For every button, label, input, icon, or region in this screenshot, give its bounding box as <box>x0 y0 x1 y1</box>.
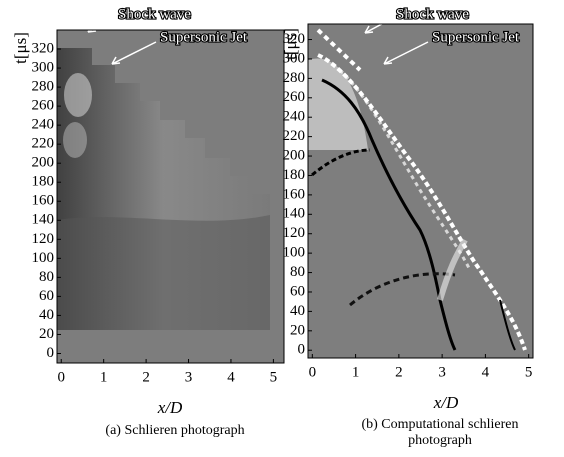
y-tick-label: 140 <box>32 212 55 228</box>
y-tick-label: 20 <box>290 322 305 338</box>
x-tick-label: 5 <box>525 364 533 380</box>
x-tick-label: 3 <box>185 369 193 385</box>
x-tick-label: 1 <box>100 369 108 385</box>
y-tick-label: 220 <box>32 136 55 152</box>
y-tick-label: 240 <box>32 117 55 133</box>
y-tick-label: 80 <box>39 269 54 285</box>
y-tick-label: 80 <box>290 264 305 280</box>
y-tick-label: 200 <box>283 147 306 163</box>
x-tick-label: 2 <box>395 364 403 380</box>
annotation: Shock wave <box>396 6 469 22</box>
plot-frame <box>307 23 534 359</box>
x-tick-label: 4 <box>227 369 235 385</box>
x-axis-label: x/D <box>157 398 183 417</box>
y-tick-label: 220 <box>283 128 306 144</box>
y-tick-label: 300 <box>283 50 306 66</box>
y-tick-label: 160 <box>32 193 55 209</box>
y-tick-label: 240 <box>283 109 306 125</box>
y-axis-label: t[μs] <box>11 32 30 64</box>
y-tick-label: 180 <box>32 174 55 190</box>
computational-image <box>308 24 533 358</box>
y-tick-label: 320 <box>283 31 306 47</box>
y-axis-label: t[μs] <box>281 28 300 60</box>
y-tick-label: 300 <box>32 59 55 75</box>
schlieren-image <box>57 30 284 363</box>
x-tick-label: 4 <box>482 364 490 380</box>
y-tick-label: 120 <box>283 225 306 241</box>
y-tick-label: 100 <box>32 250 55 266</box>
y-tick-label: 260 <box>32 98 55 114</box>
y-tick-label: 180 <box>283 167 306 183</box>
y-tick-label: 60 <box>39 288 54 304</box>
y-tick-label: 40 <box>39 307 54 323</box>
y-tick-label: 0 <box>298 342 306 358</box>
y-tick-label: 320 <box>32 40 55 56</box>
y-tick-label: 200 <box>32 155 55 171</box>
annotation: Supersonic Jet <box>160 29 248 45</box>
plot-frame <box>56 29 285 364</box>
x-tick-label: 1 <box>352 364 360 380</box>
y-tick-label: 260 <box>283 89 306 105</box>
y-tick-label: 160 <box>283 186 306 202</box>
y-tick-label: 40 <box>290 303 305 319</box>
x-tick-label: 0 <box>309 364 317 380</box>
x-tick-label: 5 <box>270 369 278 385</box>
x-tick-label: 2 <box>142 369 150 385</box>
caption-a: (a) Schlieren photograph <box>105 423 245 438</box>
y-tick-label: 60 <box>290 283 305 299</box>
y-tick-label: 100 <box>283 245 306 261</box>
y-tick-label: 20 <box>39 326 54 342</box>
y-tick-label: 0 <box>47 345 55 361</box>
caption-b: (b) Computational schlieren photograph <box>361 417 519 448</box>
x-tick-label: 0 <box>57 369 65 385</box>
annotation: Shock wave <box>118 6 191 22</box>
y-tick-label: 280 <box>32 79 55 95</box>
annotation: Supersonic Jet <box>432 29 520 45</box>
arrows <box>87 18 429 65</box>
x-tick-label: 3 <box>438 364 446 380</box>
x-axis-label: x/D <box>433 393 459 412</box>
y-tick-label: 280 <box>283 70 306 86</box>
y-tick-label: 140 <box>283 206 306 222</box>
y-tick-label: 120 <box>32 231 55 247</box>
